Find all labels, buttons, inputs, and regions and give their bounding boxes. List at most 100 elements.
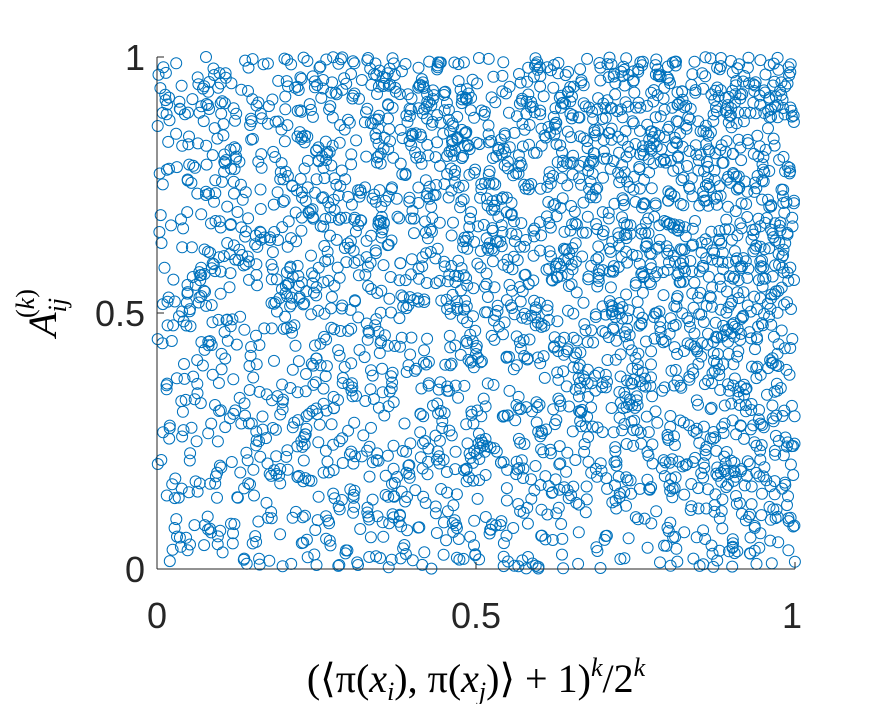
scatter-point bbox=[747, 96, 760, 109]
scatter-point bbox=[179, 393, 192, 406]
scatter-point bbox=[379, 194, 392, 207]
scatter-point bbox=[400, 366, 413, 378]
scatter-point bbox=[735, 463, 748, 476]
scatter-point bbox=[228, 141, 241, 154]
scatter-point bbox=[432, 407, 445, 420]
scatter-point bbox=[487, 70, 500, 83]
scatter-point bbox=[480, 267, 493, 280]
scatter-point bbox=[447, 525, 460, 538]
scatter-point bbox=[775, 281, 788, 294]
scatter-point bbox=[412, 197, 425, 209]
scatter-point bbox=[227, 175, 240, 188]
scatter-point bbox=[158, 261, 171, 274]
scatter-point bbox=[784, 165, 797, 178]
scatter-point bbox=[285, 321, 298, 334]
scatter-point bbox=[581, 52, 594, 65]
scatter-point bbox=[343, 116, 356, 129]
scatter-point bbox=[437, 516, 450, 529]
scatter-point bbox=[312, 155, 325, 168]
scatter-point bbox=[719, 223, 732, 236]
scatter-point bbox=[720, 285, 733, 298]
scatter-point bbox=[487, 177, 500, 190]
x-axis-label: (⟨π(xi), π(xj)⟩ + 1)k/2k bbox=[307, 653, 646, 704]
scatter-point bbox=[701, 237, 713, 250]
scatter-point bbox=[256, 410, 269, 423]
scatter-point bbox=[426, 211, 439, 224]
scatter-point bbox=[250, 439, 263, 452]
scatter-point bbox=[728, 245, 741, 258]
scatter-point bbox=[686, 456, 699, 468]
scatter-point bbox=[522, 551, 534, 563]
scatter-point bbox=[265, 273, 278, 286]
scatter-point bbox=[485, 91, 498, 104]
scatter-point bbox=[464, 328, 477, 341]
scatter-point bbox=[654, 155, 667, 168]
scatter-point bbox=[364, 383, 377, 396]
scatter-point bbox=[649, 111, 662, 124]
scatter-point bbox=[223, 281, 236, 294]
scatter-point bbox=[620, 438, 633, 450]
scatter-point bbox=[602, 206, 615, 219]
scatter-point bbox=[756, 158, 769, 171]
scatter-point bbox=[745, 398, 758, 410]
scatter-point bbox=[347, 488, 360, 501]
scatter-point bbox=[679, 265, 691, 278]
scatter-point bbox=[592, 124, 604, 137]
scatter-point bbox=[371, 287, 384, 299]
scatter-point bbox=[709, 316, 722, 329]
scatter-point bbox=[479, 177, 491, 190]
scatter-point bbox=[151, 120, 164, 132]
scatter-point bbox=[605, 402, 618, 414]
scatter-point bbox=[484, 523, 497, 536]
scatter-point bbox=[692, 291, 705, 304]
scatter-point bbox=[567, 331, 580, 344]
scatter-point bbox=[370, 132, 383, 144]
scatter-point bbox=[669, 136, 682, 148]
scatter-point bbox=[579, 324, 592, 337]
scatter-point bbox=[754, 220, 767, 233]
scatter-point bbox=[200, 139, 213, 152]
scatter-point bbox=[325, 418, 338, 431]
scatter-point bbox=[784, 458, 797, 471]
scatter-point bbox=[707, 347, 720, 360]
scatter-point bbox=[769, 512, 782, 525]
scatter-point bbox=[178, 372, 191, 385]
scatter-point bbox=[772, 536, 785, 549]
scatter-point bbox=[547, 111, 560, 123]
scatter-point bbox=[227, 373, 240, 386]
scatter-point bbox=[374, 306, 387, 319]
scatter-point bbox=[532, 560, 545, 573]
scatter-point bbox=[645, 371, 657, 384]
scatter-point bbox=[513, 68, 525, 80]
scatter-point bbox=[242, 477, 255, 490]
scatter-point bbox=[684, 504, 697, 516]
scatter-point bbox=[737, 309, 750, 322]
scatter-point bbox=[213, 459, 226, 472]
scatter-point bbox=[369, 247, 382, 260]
scatter-point bbox=[701, 172, 714, 184]
scatter-point bbox=[420, 247, 433, 260]
scatter-point bbox=[519, 268, 532, 281]
scatter-point bbox=[433, 450, 446, 463]
scatter-point bbox=[596, 206, 609, 219]
scatter-point bbox=[241, 454, 254, 467]
scatter-point bbox=[695, 308, 708, 321]
scatter-point bbox=[369, 128, 382, 141]
scatter-point bbox=[664, 410, 677, 422]
scatter-point bbox=[240, 446, 253, 459]
scatter-point bbox=[544, 250, 557, 263]
scatter-point bbox=[636, 286, 649, 299]
scatter-point bbox=[312, 261, 325, 274]
scatter-point bbox=[457, 193, 470, 206]
scatter-point bbox=[302, 206, 315, 219]
scatter-point bbox=[599, 308, 612, 321]
scatter-point bbox=[556, 192, 569, 205]
scatter-point bbox=[638, 173, 650, 186]
scatter-point bbox=[465, 206, 478, 219]
scatter-point bbox=[589, 462, 602, 475]
scatter-point bbox=[438, 178, 451, 190]
scatter-point bbox=[531, 316, 544, 329]
scatter-point bbox=[245, 133, 258, 146]
scatter-point bbox=[345, 198, 358, 211]
scatter-point bbox=[653, 68, 666, 81]
